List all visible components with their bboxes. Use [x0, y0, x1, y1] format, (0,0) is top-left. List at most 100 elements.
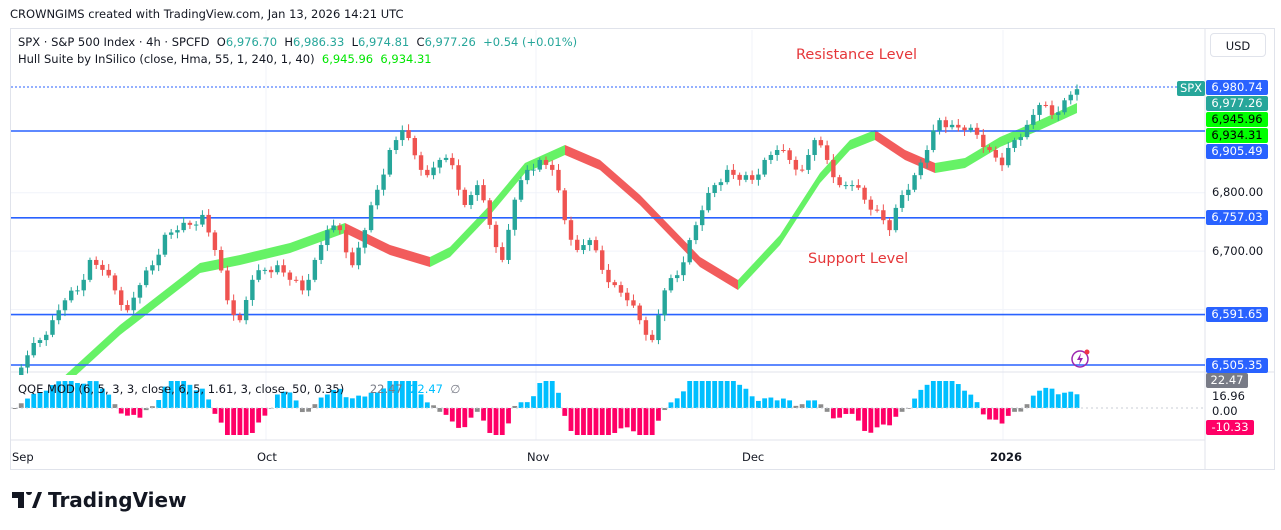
qqe-bar: [499, 408, 505, 435]
candle: [156, 248, 161, 272]
qqe-bar: [131, 408, 137, 415]
qqe-bar: [793, 405, 799, 408]
candle: [893, 204, 899, 233]
qqe-bar: [243, 408, 249, 435]
qqe-value-2: 22.47: [410, 382, 443, 396]
candle: [87, 257, 93, 283]
qqe-value-1: 22.47: [369, 382, 403, 396]
time-tick: 2026: [990, 450, 1023, 464]
qqe-bar: [56, 381, 62, 408]
qqe-bar: [568, 408, 574, 431]
qqe-bar: [274, 394, 280, 408]
candle: [256, 264, 261, 283]
hull-segment: [600, 160, 640, 205]
candle: [881, 204, 886, 225]
hull-segment: [780, 173, 820, 245]
hull-segment: [390, 245, 430, 267]
candle: [137, 282, 143, 304]
candle: [250, 275, 255, 306]
candle: [931, 124, 936, 153]
price-chart[interactable]: [0, 0, 1281, 470]
qqe-bar: [662, 408, 668, 411]
candle: [381, 168, 386, 196]
candle: [999, 152, 1005, 172]
qqe-tag: 22.47: [1206, 373, 1248, 388]
qqe-bar: [799, 404, 805, 408]
qqe-bar: [50, 385, 55, 408]
qqe-bar: [599, 408, 605, 435]
qqe-bar: [587, 408, 593, 435]
hull-segment: [240, 243, 290, 265]
candle: [181, 216, 186, 233]
chart-frame: [10, 28, 1275, 470]
candle: [506, 223, 511, 265]
candle: [350, 247, 355, 268]
candle: [31, 337, 36, 358]
candle: [949, 120, 955, 130]
close-label: C: [416, 35, 425, 49]
qqe-title: QQE MOD (6, 5, 3, 3, close, 6, 5, 1.61, …: [18, 382, 345, 396]
qqe-bar: [924, 384, 930, 408]
qqe-bar: [506, 408, 511, 424]
qqe-bar: [699, 381, 705, 408]
candle: [237, 312, 243, 323]
candle: [81, 273, 86, 297]
candle: [287, 270, 293, 286]
qqe-bar: [762, 398, 768, 408]
qqe-bar: [106, 394, 112, 408]
close-value: 6,977.26: [424, 35, 476, 49]
qqe-bar: [606, 408, 611, 435]
candle: [337, 223, 343, 235]
candle: [500, 242, 505, 263]
qqe-bar: [306, 408, 312, 412]
qqe-bar: [549, 381, 555, 408]
qqe-bar: [12, 408, 18, 409]
candle: [531, 163, 536, 176]
qqe-bar: [1049, 388, 1055, 408]
qqe-bar: [324, 394, 330, 408]
qqe-bar: [1018, 408, 1024, 412]
candle: [493, 221, 499, 253]
tradingview-logo-icon: [12, 492, 42, 508]
candle: [1037, 102, 1042, 121]
candle: [262, 267, 268, 275]
qqe-bar: [337, 388, 343, 408]
candle: [856, 179, 861, 191]
candle: [612, 279, 617, 288]
candle: [356, 241, 361, 270]
candle: [44, 331, 49, 346]
hull-segment: [120, 263, 200, 335]
qqe-bar: [512, 405, 518, 408]
candle: [168, 228, 174, 239]
qqe-bar: [893, 408, 899, 417]
alert-icon[interactable]: [1071, 349, 1090, 368]
qqe-bar: [1037, 390, 1042, 408]
candle: [843, 181, 849, 190]
qqe-bar: [1030, 395, 1036, 408]
qqe-bar: [437, 408, 443, 412]
qqe-bar: [1074, 394, 1080, 408]
hull-segment: [935, 158, 965, 173]
low-value: 6,974.81: [358, 35, 410, 49]
qqe-bar: [756, 400, 761, 408]
qqe-bar: [849, 408, 855, 414]
qqe-bar: [643, 408, 649, 435]
candle: [412, 135, 418, 160]
candle: [19, 364, 24, 375]
qqe-bar: [737, 384, 743, 408]
hull-segment: [525, 145, 565, 173]
candle: [550, 160, 555, 176]
candle: [281, 259, 286, 277]
candle: [868, 196, 874, 216]
qqe-bar: [212, 408, 218, 414]
candle: [375, 185, 380, 210]
candle: [699, 205, 705, 232]
candle: [231, 294, 236, 321]
qqe-bar: [299, 408, 305, 413]
candle: [706, 187, 711, 213]
currency-button[interactable]: USD: [1210, 33, 1266, 57]
hull-segment: [490, 163, 525, 215]
qqe-bar: [68, 381, 74, 408]
candle: [456, 159, 461, 196]
candle: [218, 246, 224, 273]
